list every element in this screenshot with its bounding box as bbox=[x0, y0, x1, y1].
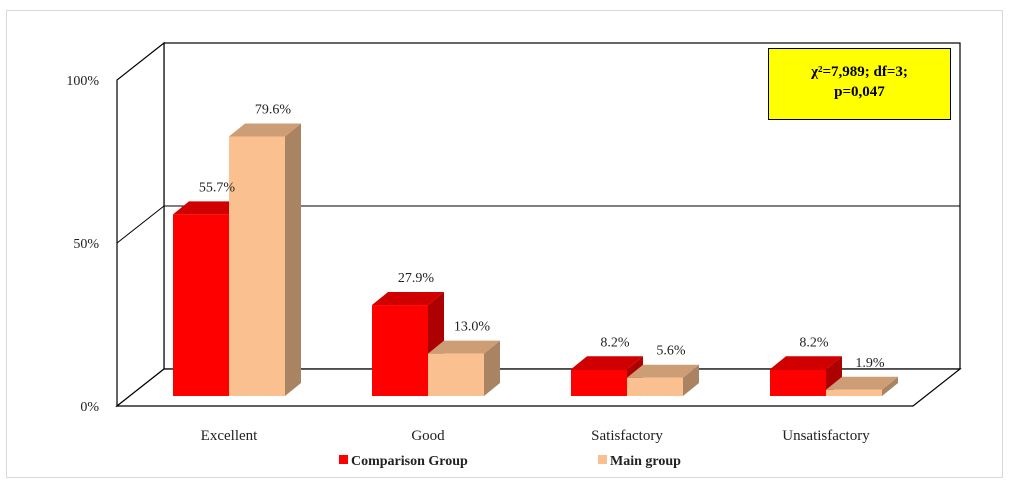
bar-top bbox=[770, 356, 842, 370]
chi-square-annotation: χ²=7,989; df=3; p=0,047 bbox=[768, 48, 951, 120]
bar-side bbox=[484, 340, 500, 396]
bar-comparison-group-good bbox=[372, 305, 428, 396]
bar-top bbox=[229, 123, 301, 137]
bar-top bbox=[173, 201, 245, 215]
annotation-line-2: p=0,047 bbox=[834, 84, 885, 100]
legend-swatch bbox=[598, 455, 607, 464]
category-label: Excellent bbox=[201, 428, 258, 444]
category-label: Good bbox=[411, 428, 445, 444]
data-label: 8.2% bbox=[600, 335, 630, 350]
data-label: 5.6% bbox=[656, 344, 686, 359]
bar-main-group-satisfactory bbox=[627, 377, 683, 396]
legend-label: Main group bbox=[610, 454, 681, 469]
bar-side bbox=[285, 123, 301, 396]
legend-label: Comparison Group bbox=[351, 454, 468, 469]
category-labels: Excellent Good Satisfactory Unsatisfactory bbox=[201, 428, 871, 444]
data-label: 79.6% bbox=[255, 103, 292, 118]
floor bbox=[115, 368, 962, 407]
data-label: 13.0% bbox=[454, 320, 491, 335]
bar-top bbox=[428, 340, 500, 354]
bar-main-group-excellent bbox=[229, 136, 285, 396]
data-label: 8.2% bbox=[799, 335, 829, 350]
data-label: 55.7% bbox=[199, 180, 236, 195]
bar-top bbox=[372, 292, 444, 306]
category-label: Unsatisfactory bbox=[782, 428, 870, 444]
legend-swatch bbox=[339, 455, 348, 464]
data-label: 27.9% bbox=[398, 271, 435, 286]
data-labels: 55.7% 79.6% 27.9% 13.0% 8.2% 5.6% 8.2% 1.9% bbox=[199, 103, 885, 371]
bar-main-group-unsatisfactory bbox=[826, 389, 882, 396]
bar-main-group-good bbox=[428, 353, 484, 396]
y-tick-label: 50% bbox=[73, 237, 99, 252]
data-label: 1.9% bbox=[855, 356, 885, 371]
category-label: Satisfactory bbox=[591, 428, 663, 444]
bar-top bbox=[826, 376, 898, 390]
legend: Comparison Group Main group bbox=[339, 454, 681, 469]
bar-comparison-group-unsatisfactory bbox=[770, 369, 826, 396]
bar-comparison-group-excellent bbox=[173, 214, 229, 396]
bar-comparison-group-satisfactory bbox=[571, 369, 627, 396]
bar-side bbox=[683, 364, 699, 396]
bar-side bbox=[882, 376, 898, 396]
bar-top bbox=[571, 356, 643, 370]
y-tick-label: 0% bbox=[80, 400, 99, 415]
gridline-side bbox=[116, 205, 165, 244]
annotation-line-1: χ²=7,989; df=3; bbox=[811, 64, 908, 80]
bar-top bbox=[627, 364, 699, 378]
bars bbox=[173, 123, 898, 396]
y-tick-label: 100% bbox=[66, 74, 99, 89]
